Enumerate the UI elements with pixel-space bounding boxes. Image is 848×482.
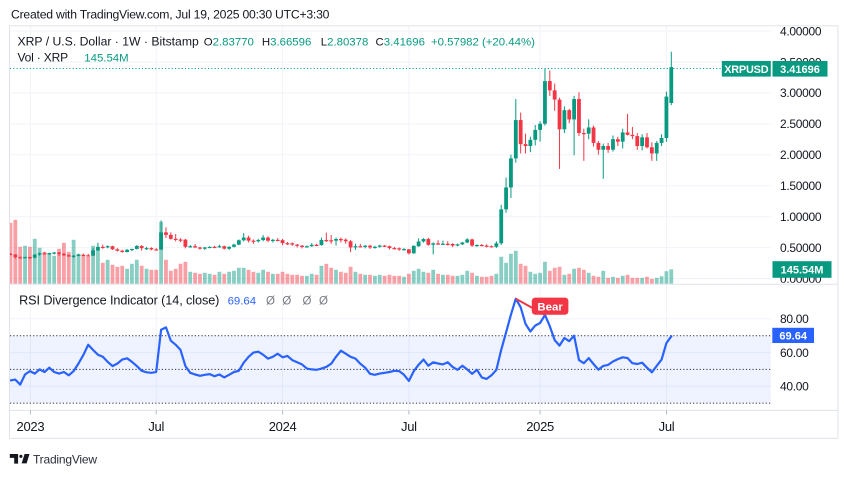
svg-text:Jul: Jul bbox=[659, 419, 675, 434]
svg-text:1.50000: 1.50000 bbox=[780, 179, 822, 193]
svg-text:Bear: Bear bbox=[537, 301, 563, 313]
svg-text:2.00000: 2.00000 bbox=[780, 148, 822, 162]
svg-text:Ø: Ø bbox=[319, 296, 328, 308]
svg-text:TradingView: TradingView bbox=[33, 452, 97, 466]
svg-text:XRP / U.S. Dollar · 1W · Bitst: XRP / U.S. Dollar · 1W · Bitstamp bbox=[18, 34, 199, 48]
svg-text:H3.66596: H3.66596 bbox=[262, 36, 311, 48]
svg-text:0.50000: 0.50000 bbox=[780, 241, 822, 255]
svg-text:Ø: Ø bbox=[282, 296, 291, 308]
svg-text:L2.80378: L2.80378 bbox=[321, 36, 369, 48]
svg-text:40.00: 40.00 bbox=[780, 380, 809, 394]
svg-text:Ø: Ø bbox=[303, 296, 312, 308]
svg-text:Vol · XRP: Vol · XRP bbox=[18, 50, 69, 64]
svg-text:Jul: Jul bbox=[148, 419, 164, 434]
svg-text:+0.57982 (+20.44%): +0.57982 (+20.44%) bbox=[431, 36, 535, 48]
svg-text:RSI Divergence Indicator (14,: RSI Divergence Indicator (14, close) bbox=[19, 293, 219, 307]
svg-text:XRPUSD: XRPUSD bbox=[724, 64, 769, 76]
svg-text:Jul: Jul bbox=[401, 419, 417, 434]
svg-text:3.41696: 3.41696 bbox=[780, 64, 820, 76]
svg-text:80.00: 80.00 bbox=[780, 312, 809, 326]
svg-text:2023: 2023 bbox=[17, 419, 45, 434]
svg-text:145.54M: 145.54M bbox=[84, 52, 128, 64]
svg-text:O2.83770: O2.83770 bbox=[204, 36, 254, 48]
svg-text:2.50000: 2.50000 bbox=[780, 117, 822, 131]
svg-text:60.00: 60.00 bbox=[780, 346, 809, 360]
svg-text:145.54M: 145.54M bbox=[781, 265, 824, 277]
svg-text:69.64: 69.64 bbox=[228, 295, 257, 307]
svg-text:3.00000: 3.00000 bbox=[780, 86, 822, 100]
svg-text:2024: 2024 bbox=[269, 419, 297, 434]
svg-text:4.00000: 4.00000 bbox=[780, 24, 822, 38]
svg-text:C3.41696: C3.41696 bbox=[376, 36, 425, 48]
svg-text:1.00000: 1.00000 bbox=[780, 210, 822, 224]
svg-text:2025: 2025 bbox=[526, 419, 554, 434]
svg-text:Ø: Ø bbox=[266, 296, 275, 308]
svg-text:69.64: 69.64 bbox=[779, 330, 807, 342]
svg-text:Created with TradingView.com,: Created with TradingView.com, Jul 19, 20… bbox=[11, 7, 330, 21]
